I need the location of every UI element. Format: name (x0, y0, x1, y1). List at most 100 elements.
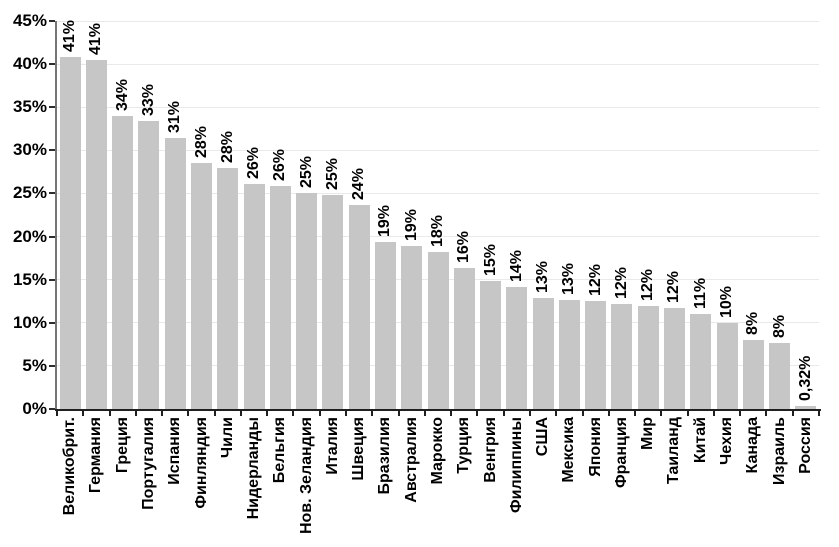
x-axis-label: Бельгия (271, 417, 289, 484)
x-axis-tick (108, 411, 111, 416)
gridline (57, 192, 819, 194)
x-axis-tick (791, 411, 794, 416)
x-axis-tick (213, 411, 216, 416)
gridline (57, 63, 819, 65)
bar (427, 252, 449, 409)
bar (769, 342, 791, 409)
bar (322, 195, 344, 409)
bar (269, 185, 291, 409)
y-axis-label: 0% (22, 399, 47, 418)
x-axis-tick (581, 411, 584, 416)
bar-value-label: 0,32% (796, 355, 814, 402)
x-axis-tick (134, 411, 137, 416)
bar-value-label: 15% (481, 244, 499, 277)
bar (690, 314, 712, 409)
bar-value-label: 14% (507, 249, 525, 282)
bar (716, 322, 738, 409)
bar (585, 301, 607, 409)
x-axis-tick (318, 411, 321, 416)
x-axis-tick (765, 411, 768, 416)
y-axis-label: 40% (12, 54, 47, 74)
x-axis-label: Бразилия (376, 417, 394, 495)
x-axis-label: Китай (691, 417, 709, 464)
x-axis-label: Нидерланды (245, 417, 263, 520)
x-axis-label: Россия (796, 417, 814, 474)
x-axis-tick (56, 411, 58, 416)
x-axis-tick (239, 411, 242, 416)
bar (138, 121, 160, 409)
bar-value-label: 28% (192, 126, 210, 159)
bar (191, 163, 213, 409)
x-axis-tick (476, 411, 479, 416)
bar-value-label: 8% (770, 314, 788, 338)
x-axis-tick (686, 411, 689, 416)
bar-value-label: 19% (402, 209, 420, 242)
x-axis-label: Израиль (770, 417, 788, 485)
x-axis-label: Чехия (718, 417, 736, 465)
bar (480, 281, 502, 409)
x-axis-label: Греция (113, 417, 131, 474)
x-axis-label: Япония (586, 417, 604, 477)
y-axis-tick (49, 278, 55, 281)
x-axis-tick (607, 411, 610, 416)
x-axis-label: Канада (744, 417, 762, 474)
gridline (57, 106, 819, 108)
x-axis-tick (423, 411, 426, 416)
y-axis-label: 20% (12, 226, 47, 246)
bar (112, 115, 134, 409)
x-axis-label: Мир (639, 417, 657, 450)
bar (637, 306, 659, 409)
x-axis-tick (187, 411, 190, 416)
x-axis-tick (450, 411, 453, 416)
x-axis-label: Великобрит. (61, 417, 79, 516)
bar (296, 193, 318, 409)
x-axis-label: Филиппины (507, 417, 525, 513)
bar-value-label: 12% (665, 271, 683, 304)
bar-value-label: 26% (271, 148, 289, 181)
y-axis-tick (49, 321, 55, 324)
y-axis-tick (49, 149, 55, 152)
x-axis-label: Турция (455, 417, 473, 474)
bar-value-label: 41% (87, 22, 105, 55)
bar (795, 406, 817, 409)
y-axis-label: 10% (12, 312, 47, 332)
y-axis-tick (49, 408, 55, 410)
y-axis-label: 5% (22, 355, 47, 375)
x-axis-label: Нов. Зеландия (297, 417, 315, 535)
y-axis-tick (49, 364, 55, 367)
y-axis-label: 30% (12, 140, 47, 160)
gridline (57, 149, 819, 151)
bar-value-label: 12% (612, 266, 630, 299)
y-axis-label: 45% (12, 11, 47, 30)
bar (401, 246, 423, 409)
bar-value-label: 12% (639, 269, 657, 302)
bar-value-label: 28% (218, 130, 236, 163)
bar-value-label: 41% (61, 20, 79, 53)
bar (742, 340, 764, 409)
bar (532, 297, 554, 409)
bar (663, 308, 685, 409)
x-axis-tick (528, 411, 531, 416)
bar-value-label: 33% (139, 83, 157, 117)
bar (243, 183, 265, 409)
bar (348, 204, 370, 409)
bar-value-label: 26% (245, 146, 263, 179)
x-axis-tick (371, 411, 374, 416)
x-axis-tick (818, 411, 820, 416)
bar-value-label: 11% (691, 278, 709, 310)
x-axis-tick (345, 411, 348, 416)
bar (453, 267, 475, 409)
bar-value-label: 10% (718, 285, 736, 318)
gridline (57, 236, 819, 238)
x-axis-tick (161, 411, 164, 416)
bar-value-label: 25% (323, 158, 341, 191)
x-axis-label: США (534, 417, 552, 457)
bar (374, 241, 396, 409)
bar-value-label: 34% (113, 78, 131, 111)
x-axis-label: Финляндия (192, 417, 210, 509)
bar (59, 57, 81, 409)
x-axis-tick (712, 411, 715, 416)
bar-value-label: 19% (376, 204, 394, 237)
bar-value-label: 18% (429, 215, 446, 248)
